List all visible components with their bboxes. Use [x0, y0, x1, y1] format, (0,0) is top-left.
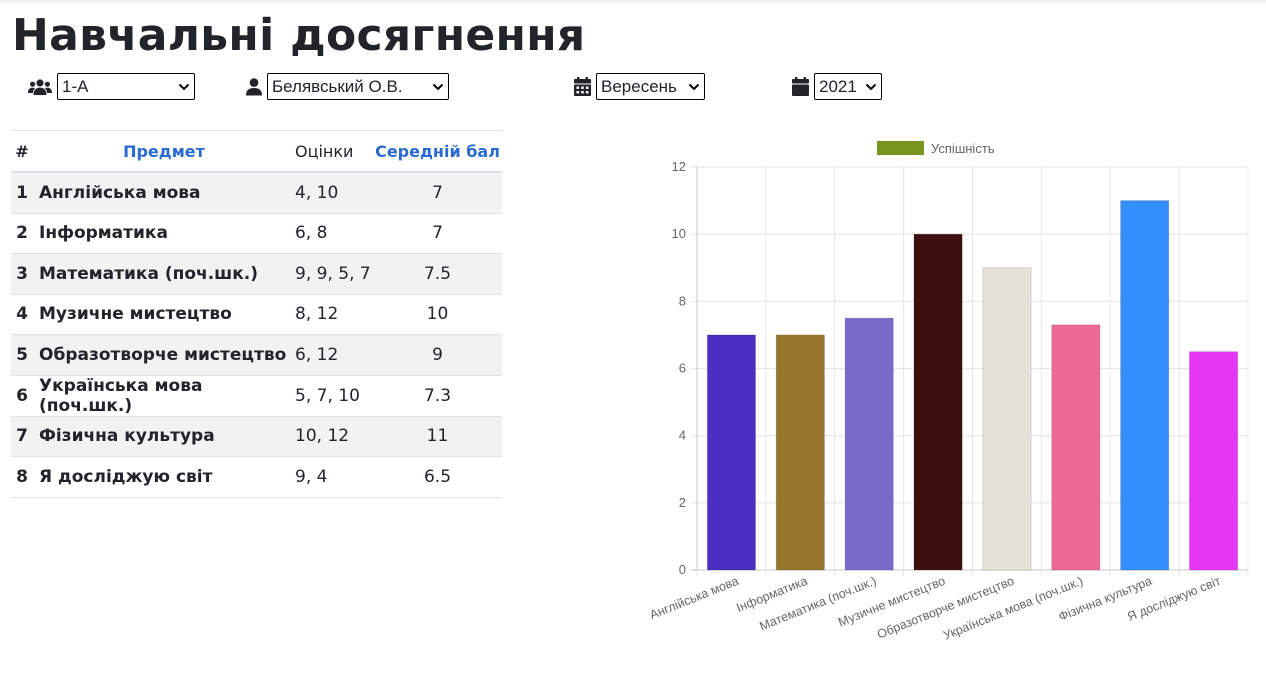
- header-grades: Оцінки: [295, 130, 373, 173]
- header-num: #: [11, 130, 33, 173]
- row-num: 3: [11, 253, 33, 295]
- row-average: 7: [373, 172, 502, 214]
- y-tick-label: 8: [679, 293, 686, 308]
- student-select-value: Белявський О.В.: [272, 76, 403, 96]
- page-title: Навчальні досягнення: [12, 10, 586, 61]
- row-average: 11: [373, 416, 502, 457]
- chevron-down-icon: [432, 83, 444, 90]
- y-tick-label: 4: [679, 428, 686, 443]
- row-num: 7: [11, 416, 33, 457]
- student-select[interactable]: Белявський О.В.: [267, 73, 449, 100]
- class-filter: 1-А: [28, 73, 195, 100]
- row-subject: Музичне мистецтво: [33, 294, 295, 335]
- row-average: 9: [373, 334, 502, 376]
- year-filter: 2021: [792, 73, 882, 100]
- month-select[interactable]: Вересень: [596, 73, 705, 100]
- row-subject: Образотворче мистецтво: [33, 334, 295, 376]
- student-filter: Белявський О.В.: [246, 73, 449, 100]
- chevron-down-icon: [865, 83, 877, 90]
- table-row: 4 Музичне мистецтво 8, 12 10: [11, 294, 502, 335]
- y-tick-label: 6: [679, 361, 686, 376]
- chart-bar: [775, 334, 825, 571]
- y-tick-label: 0: [679, 562, 686, 577]
- legend-swatch: [877, 141, 924, 155]
- row-subject: Англійська мова: [33, 172, 295, 214]
- row-num: 6: [11, 375, 33, 417]
- header-subject[interactable]: Предмет: [33, 130, 295, 173]
- header-average[interactable]: Середній бал: [373, 130, 502, 173]
- table-row: 6 Українська мова (поч.шк.) 5, 7, 10 7.3: [11, 375, 502, 417]
- table-row: 5 Образотворче мистецтво 6, 12 9: [11, 334, 502, 376]
- row-num: 5: [11, 334, 33, 376]
- chart-bar: [706, 334, 757, 571]
- row-average: 7.3: [373, 375, 502, 417]
- row-grades: 6, 12: [295, 334, 373, 376]
- chart-bar: [1188, 351, 1239, 571]
- chevron-down-icon: [178, 83, 190, 90]
- row-grades: 6, 8: [295, 213, 373, 254]
- class-select-value: 1-А: [62, 76, 89, 96]
- table-row: 7 Фізична культура 10, 12 11: [11, 416, 502, 457]
- legend-label: Успішність: [931, 141, 995, 156]
- table-header-row: # Предмет Оцінки Середній бал: [11, 130, 502, 173]
- row-grades: 10, 12: [295, 416, 373, 457]
- row-subject: Я досліджую світ: [33, 456, 295, 498]
- row-num: 4: [11, 294, 33, 335]
- calendar-icon: [792, 77, 809, 96]
- row-grades: 9, 9, 5, 7: [295, 253, 373, 295]
- row-subject: Українська мова (поч.шк.): [33, 375, 295, 417]
- x-tick-label: Математика (поч.шк.): [758, 574, 879, 634]
- grades-table: # Предмет Оцінки Середній бал 1 Англійськ…: [11, 130, 502, 498]
- row-average: 7: [373, 213, 502, 254]
- month-select-value: Вересень: [601, 76, 677, 96]
- year-select-value: 2021: [819, 76, 857, 96]
- row-grades: 9, 4: [295, 456, 373, 498]
- row-grades: 5, 7, 10: [295, 375, 373, 417]
- year-select[interactable]: 2021: [814, 73, 882, 100]
- chart-bar: [913, 233, 963, 571]
- y-tick-label: 12: [672, 159, 686, 174]
- class-select[interactable]: 1-А: [57, 73, 195, 100]
- x-tick-label: Англійська мова: [648, 574, 741, 622]
- y-tick-label: 2: [679, 495, 686, 510]
- chart-bar: [1051, 324, 1101, 571]
- row-num: 8: [11, 456, 33, 498]
- row-num: 1: [11, 172, 33, 214]
- chart-bar: [982, 267, 1032, 571]
- user-icon: [246, 77, 262, 96]
- table-row: 1 Англійська мова 4, 10 7: [11, 172, 502, 214]
- row-subject: Математика (поч.шк.): [33, 253, 295, 295]
- row-average: 7.5: [373, 253, 502, 295]
- table-row: 3 Математика (поч.шк.) 9, 9, 5, 7 7.5: [11, 253, 502, 295]
- y-tick-label: 10: [672, 226, 686, 241]
- row-average: 10: [373, 294, 502, 335]
- chevron-down-icon: [688, 83, 700, 90]
- row-grades: 4, 10: [295, 172, 373, 214]
- row-subject: Інформатика: [33, 213, 295, 254]
- chart-bar: [1120, 200, 1170, 571]
- row-average: 6.5: [373, 456, 502, 498]
- users-icon: [28, 78, 52, 96]
- calendar-icon: [574, 77, 591, 96]
- chart-bar: [844, 317, 894, 571]
- top-border: [0, 0, 1266, 3]
- row-num: 2: [11, 213, 33, 254]
- month-filter: Вересень: [574, 73, 705, 100]
- row-grades: 8, 12: [295, 294, 373, 335]
- row-subject: Фізична культура: [33, 416, 295, 457]
